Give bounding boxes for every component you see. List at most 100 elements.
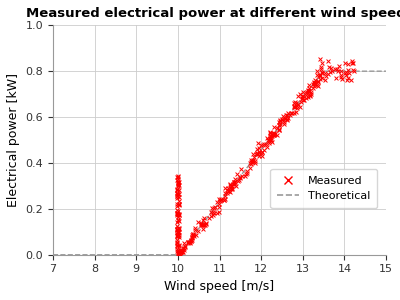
Point xyxy=(174,207,180,212)
Point xyxy=(174,211,180,215)
Point xyxy=(307,93,313,98)
Point xyxy=(285,110,292,115)
Point xyxy=(175,226,182,231)
Point xyxy=(175,218,181,223)
Point xyxy=(178,250,185,254)
Point xyxy=(317,64,324,69)
Point xyxy=(175,247,181,252)
Point xyxy=(311,80,318,84)
Point xyxy=(207,209,214,214)
Point xyxy=(188,235,195,240)
Point xyxy=(244,170,250,175)
Point xyxy=(191,233,198,238)
Point xyxy=(294,104,300,109)
Point xyxy=(345,62,351,67)
Point xyxy=(231,182,238,187)
Point xyxy=(259,153,265,158)
Point xyxy=(229,184,235,189)
Point xyxy=(174,228,181,233)
Point xyxy=(198,223,204,228)
Point xyxy=(343,73,350,78)
Point xyxy=(174,190,180,195)
Point xyxy=(174,175,181,180)
Point xyxy=(174,243,180,248)
Point xyxy=(218,196,224,201)
Point xyxy=(308,90,314,95)
Point xyxy=(181,248,187,253)
Point xyxy=(266,138,272,143)
Point xyxy=(261,147,267,152)
Point xyxy=(210,209,217,214)
Point xyxy=(227,190,234,194)
Point xyxy=(293,100,299,105)
Point xyxy=(174,250,181,255)
Point xyxy=(254,150,260,155)
Point xyxy=(331,67,338,71)
Point xyxy=(177,252,184,257)
Point xyxy=(214,200,220,205)
Point xyxy=(174,227,180,232)
Point xyxy=(256,153,262,158)
Point xyxy=(312,78,318,83)
Legend: Measured, Theoretical: Measured, Theoretical xyxy=(270,169,377,208)
Point xyxy=(254,146,260,151)
Point xyxy=(174,188,180,193)
Point xyxy=(188,238,195,243)
Point xyxy=(268,132,275,136)
Point xyxy=(277,121,284,126)
Point xyxy=(342,70,348,75)
Point xyxy=(305,89,312,94)
Point xyxy=(188,239,194,244)
Point xyxy=(174,244,180,248)
Point xyxy=(180,249,186,254)
Point xyxy=(284,112,290,117)
Point xyxy=(195,220,202,224)
Point xyxy=(174,179,181,184)
Point xyxy=(239,174,245,178)
Point xyxy=(307,92,313,97)
Point xyxy=(319,70,325,75)
Point xyxy=(242,174,248,179)
Point xyxy=(238,166,244,171)
Point xyxy=(267,131,273,136)
Point xyxy=(284,118,290,123)
Point xyxy=(276,122,283,127)
Point xyxy=(236,178,242,182)
Point xyxy=(283,113,289,118)
Point xyxy=(350,61,356,66)
Point xyxy=(345,75,352,80)
Point xyxy=(264,137,271,142)
Point xyxy=(176,195,182,200)
Point xyxy=(269,134,275,139)
Point xyxy=(174,194,180,199)
Point xyxy=(195,228,201,233)
Point xyxy=(216,204,222,209)
Point xyxy=(288,110,295,115)
Point xyxy=(174,212,181,216)
Point xyxy=(268,138,275,142)
Point xyxy=(187,240,194,245)
Point xyxy=(291,100,298,105)
Point xyxy=(174,219,180,224)
Point xyxy=(174,187,181,191)
Point xyxy=(174,178,180,182)
Point xyxy=(282,116,289,121)
Point xyxy=(221,198,228,203)
Point xyxy=(300,94,306,98)
Point xyxy=(174,241,180,245)
Point xyxy=(338,68,345,73)
Point xyxy=(268,134,275,138)
Point xyxy=(274,126,280,130)
Point xyxy=(185,239,191,244)
Point xyxy=(186,240,192,245)
Point xyxy=(284,116,290,121)
Point xyxy=(174,201,180,206)
Point xyxy=(213,211,220,216)
Point xyxy=(229,187,235,191)
Point xyxy=(175,177,181,182)
Point xyxy=(176,230,182,235)
Point xyxy=(292,100,298,105)
Point xyxy=(176,201,182,206)
Point xyxy=(301,97,308,102)
Point xyxy=(255,141,261,146)
